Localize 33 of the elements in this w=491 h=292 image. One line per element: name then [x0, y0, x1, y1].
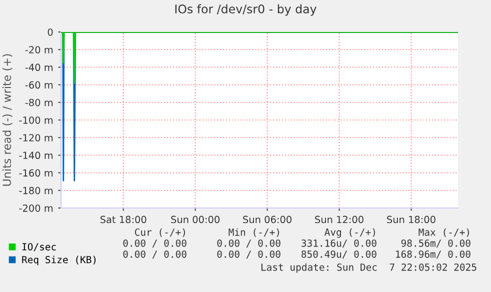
text: 98.56m/ 0.00 [401, 239, 470, 248]
text: 0.00 / 0.00 [217, 250, 280, 259]
y-tick-label: -160 m [19, 169, 53, 177]
y-tick-label: -40 m [25, 64, 53, 72]
text: 850.49u/ 0.00 [302, 250, 376, 259]
legend-label: Req Size (KB) [22, 256, 96, 266]
y-tick-label: -140 m [19, 152, 53, 160]
y-tick-label: -60 m [25, 81, 53, 89]
y-axis-title: Units read (-) / write (+) [2, 54, 12, 186]
x-tick-label: Sat 18:00 [100, 216, 146, 224]
text: 0.00 / 0.00 [123, 250, 186, 259]
x-tick-label: Sun 00:00 [171, 216, 220, 224]
y-tick-label: -180 m [19, 186, 53, 194]
x-tick-label: Sun 18:00 [387, 216, 436, 224]
chart-title: IOs for /dev/sr0 - by day [175, 4, 316, 16]
y-tick-label: -80 m [25, 98, 53, 106]
y-tick-label: -120 m [19, 134, 53, 142]
y-tick-label: -20 m [25, 46, 53, 54]
x-tick-label: Sun 12:00 [315, 216, 364, 224]
y-tick-label: 0 [48, 28, 53, 36]
text: 0.00 / 0.00 [123, 239, 186, 248]
text: Last update: Sun Dec 7 22:05:02 2025 [261, 263, 476, 273]
text: 0.00 / 0.00 [217, 239, 280, 248]
text: Min (-/+) [228, 228, 279, 237]
text: 331.16u/ 0.00 [302, 239, 376, 248]
legend-label: IO/sec [22, 243, 56, 252]
text: 168.96m/ 0.00 [396, 250, 470, 259]
text: Cur (-/+) [134, 228, 185, 237]
y-tick-label: -100 m [19, 116, 53, 124]
x-tick-label: Sun 06:00 [243, 216, 292, 224]
y-tick-label: -200 m [19, 204, 53, 212]
text: Avg (-/+) [324, 228, 375, 238]
text: Max (-/+) [418, 228, 469, 237]
